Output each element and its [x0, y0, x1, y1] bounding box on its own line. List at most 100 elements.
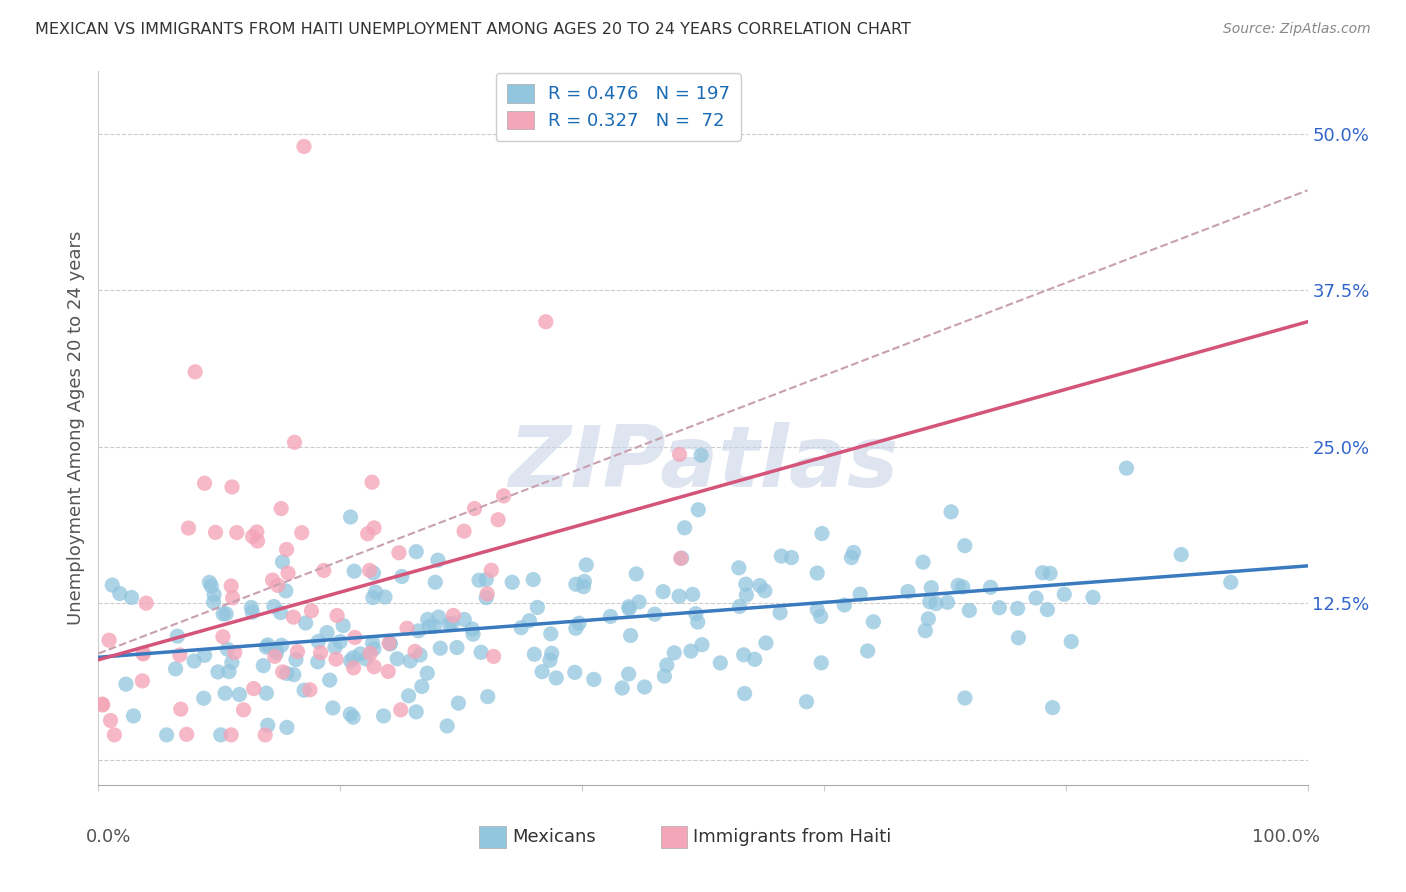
Point	[91, 697, 114, 711]
Legend: R = 0.476   N = 197, R = 0.327   N =  72: R = 0.476 N = 197, R = 0.327 N = 72	[496, 73, 741, 141]
Point	[135, 596, 157, 610]
Point	[475, 591, 498, 605]
Point	[501, 575, 523, 590]
Point	[252, 658, 274, 673]
Point	[796, 695, 818, 709]
Point	[461, 627, 484, 641]
Point	[322, 701, 344, 715]
Point	[266, 646, 288, 660]
Point	[214, 686, 236, 700]
Point	[108, 586, 131, 600]
Point	[690, 448, 713, 462]
Point	[534, 315, 557, 329]
Point	[283, 610, 305, 624]
Point	[599, 609, 621, 624]
Point	[373, 709, 395, 723]
Point	[668, 447, 690, 461]
Point	[312, 564, 335, 578]
Point	[679, 644, 702, 658]
Point	[215, 607, 238, 621]
Point	[193, 476, 215, 491]
Point	[917, 612, 939, 626]
Point	[427, 610, 450, 624]
Point	[734, 686, 756, 700]
Point	[914, 624, 936, 638]
Point	[342, 650, 364, 665]
Point	[468, 573, 491, 587]
Point	[628, 595, 651, 609]
Point	[380, 636, 402, 650]
Point	[429, 641, 451, 656]
Point	[685, 607, 707, 621]
Point	[221, 480, 243, 494]
Point	[957, 603, 980, 617]
Point	[307, 655, 329, 669]
Point	[246, 534, 269, 549]
Point	[219, 728, 242, 742]
Point	[519, 614, 541, 628]
Point	[349, 647, 371, 661]
Point	[416, 612, 439, 626]
Point	[669, 551, 692, 566]
Point	[1007, 601, 1029, 615]
Point	[755, 636, 778, 650]
Point	[391, 569, 413, 583]
Point	[361, 475, 384, 490]
Point	[920, 581, 942, 595]
Point	[619, 628, 641, 642]
Point	[842, 545, 865, 559]
Point	[224, 646, 246, 660]
Point	[359, 647, 381, 661]
Point	[156, 728, 179, 742]
Point	[91, 698, 114, 712]
Point	[988, 600, 1011, 615]
Point	[1007, 631, 1029, 645]
Point	[856, 644, 879, 658]
Point	[522, 573, 544, 587]
Point	[218, 665, 240, 679]
Point	[668, 589, 690, 603]
Point	[339, 510, 361, 524]
Point	[343, 564, 366, 578]
Point	[780, 550, 803, 565]
Point	[323, 640, 346, 655]
Point	[103, 728, 125, 742]
Point	[426, 553, 449, 567]
Point	[806, 603, 828, 617]
Point	[655, 658, 678, 673]
Point	[221, 656, 243, 670]
Point	[242, 530, 264, 544]
Point	[728, 561, 751, 575]
Point	[671, 551, 693, 566]
Point	[523, 647, 546, 661]
Text: 0.0%: 0.0%	[86, 828, 132, 846]
Point	[166, 629, 188, 643]
Point	[262, 573, 284, 587]
Point	[612, 681, 634, 695]
Point	[1032, 566, 1054, 580]
Point	[202, 588, 225, 602]
Text: Mexicans: Mexicans	[512, 828, 596, 846]
Point	[461, 622, 484, 636]
Point	[399, 654, 422, 668]
Point	[1053, 587, 1076, 601]
Point	[565, 577, 588, 591]
Point	[568, 616, 591, 631]
Point	[363, 659, 385, 673]
Point	[131, 673, 153, 688]
Point	[538, 653, 561, 667]
Point	[540, 646, 562, 660]
Point	[709, 656, 731, 670]
Point	[276, 666, 298, 681]
Point	[339, 654, 361, 668]
Point	[264, 642, 287, 657]
Text: 100.0%: 100.0%	[1251, 828, 1320, 846]
Point	[644, 607, 666, 622]
Point	[918, 595, 941, 609]
Point	[673, 521, 696, 535]
Point	[806, 566, 828, 580]
Point	[177, 521, 200, 535]
Point	[209, 728, 232, 742]
Point	[378, 636, 401, 650]
FancyBboxPatch shape	[479, 826, 506, 847]
